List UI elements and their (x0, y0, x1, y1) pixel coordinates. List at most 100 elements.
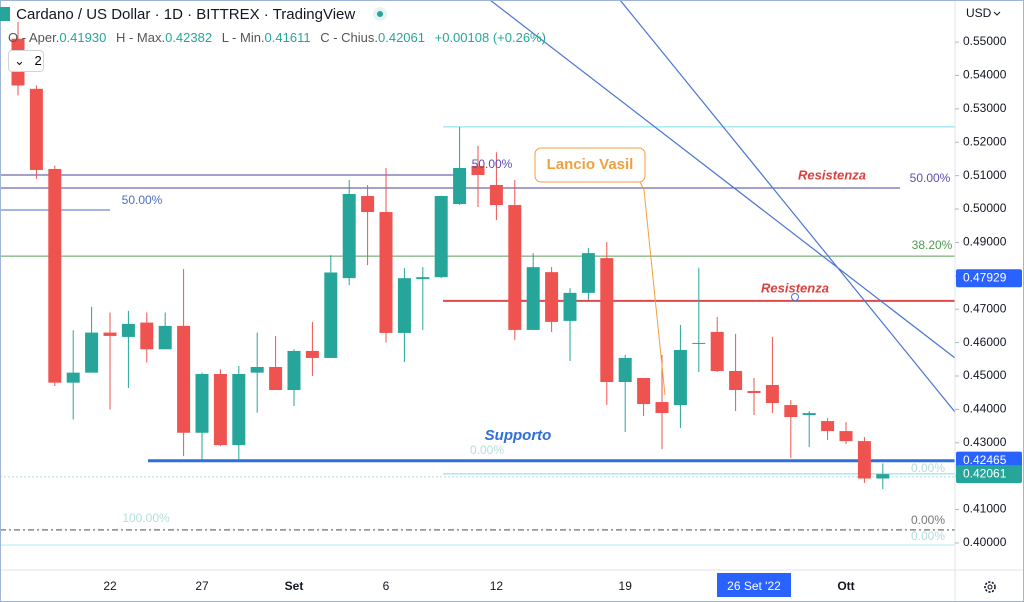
price-tag-label: 0.42465 (963, 453, 1007, 467)
exchange: BITTREX (196, 6, 260, 23)
gear[interactable] (984, 581, 996, 593)
crosshair-date-box (717, 573, 791, 597)
candle-body (600, 258, 614, 383)
annotation: 100.00% (122, 511, 170, 525)
candle-body (66, 372, 80, 383)
annotation: 0.00% (470, 443, 504, 457)
y-tick-label: 0.49000 (963, 235, 1007, 249)
candle-body (857, 441, 871, 479)
candle-body (158, 325, 172, 350)
legend-value: 0.42382 (165, 30, 213, 45)
candle-body (710, 331, 724, 371)
y-tick-label: 0.45000 (963, 368, 1007, 382)
status-icon (373, 7, 388, 21)
candle-body (784, 405, 798, 418)
legend-change: +0.00108 (+0.26%) (434, 30, 546, 45)
y-tick-label: 0.40000 (963, 535, 1007, 549)
price-tag (956, 269, 1022, 288)
candle-body (673, 349, 687, 406)
y-tick-label: 0.52000 (963, 134, 1007, 148)
legend-label: C - Chius. (320, 30, 378, 45)
x-tick-label: Set (285, 579, 304, 593)
price-tag-label: 0.47929 (963, 270, 1007, 284)
x-tick-label: 22 (103, 579, 117, 593)
candle-body (545, 272, 559, 322)
candle-body (489, 184, 503, 206)
symbol[interactable]: Cardano / US Dollar (16, 6, 151, 23)
y-tick-label: 0.43000 (963, 435, 1007, 449)
interval[interactable]: 1D (163, 6, 183, 23)
callout-pointer (639, 181, 666, 396)
candle-body (287, 350, 301, 391)
candle-body (876, 474, 890, 479)
candle-body (729, 370, 743, 391)
x-tick-label: 6 (383, 579, 390, 593)
anchor-point (791, 293, 799, 301)
candle-body (85, 332, 99, 373)
candle-body (563, 292, 577, 321)
candle-body (397, 278, 411, 333)
candle-body (453, 167, 467, 205)
candle-body (637, 377, 651, 405)
indicator-count: 2 (34, 53, 42, 68)
settings-icon[interactable] (984, 581, 996, 593)
dropdown-arrow (993, 11, 1001, 16)
logo (0, 7, 10, 21)
candle-body (581, 253, 595, 293)
legend-label: H - Max. (115, 30, 166, 45)
legend-value: 0.42061 (378, 30, 425, 45)
candle-body (29, 88, 43, 170)
y-tick-label: 0.54000 (963, 68, 1007, 82)
legend-label: O - Aper. (8, 30, 60, 45)
y-tick-label: 0.53000 (963, 101, 1007, 115)
x-tick-label: 12 (490, 579, 504, 593)
candle-body (618, 357, 632, 383)
candle-body (361, 196, 375, 213)
legend-value: 0.41611 (264, 30, 311, 45)
annotation: 50.00% (910, 171, 951, 185)
candle-body (140, 322, 154, 350)
candle-body (103, 332, 117, 336)
callout-box (534, 147, 646, 183)
candle-body (802, 413, 816, 416)
candle-body (747, 391, 761, 394)
trend-line (619, 0, 956, 413)
candle-body (692, 342, 706, 344)
candle-body (434, 196, 448, 278)
ohlc-legend: O - Aper.0.41930 H - Max.0.42382 L - Min… (8, 30, 552, 45)
annotation: 38.20% (912, 238, 953, 252)
candle-body (342, 194, 356, 279)
annotation: 50.00% (472, 157, 513, 171)
candle-body (48, 168, 62, 383)
x-tick-label: Ott (837, 579, 854, 593)
annotation: Resistenza (798, 167, 866, 182)
price-tag (956, 465, 1022, 484)
candle-body (195, 373, 209, 433)
candle-body (232, 373, 246, 446)
candle-body (269, 366, 283, 391)
candle-body (324, 272, 338, 358)
annotation: 0.00% (911, 513, 945, 527)
candle-body (471, 165, 485, 175)
legend-value: 0.41930 (59, 30, 107, 45)
gear-hub (987, 584, 993, 590)
x-tick-label: 26 Set '22 (727, 579, 781, 593)
currency[interactable]: USD (966, 6, 992, 20)
annotation: 50.00% (122, 193, 163, 207)
header-title: Cardano / US Dollar · 1D · BITTREX · Tra… (0, 6, 388, 23)
candle-body (379, 212, 393, 333)
source: TradingView (272, 6, 356, 23)
candle-body (526, 267, 540, 330)
candle-body (839, 431, 853, 442)
x-tick-label: 27 (195, 579, 209, 593)
callout-text: Lancio Vasil (547, 156, 634, 173)
candle-body (305, 350, 319, 358)
candle-body (655, 402, 669, 414)
indicator-toggle[interactable]: ⌄ 2 (8, 50, 44, 72)
candle-body (250, 366, 264, 373)
candle-body (121, 323, 135, 337)
candle-body (508, 205, 522, 330)
candle-body (177, 325, 191, 433)
